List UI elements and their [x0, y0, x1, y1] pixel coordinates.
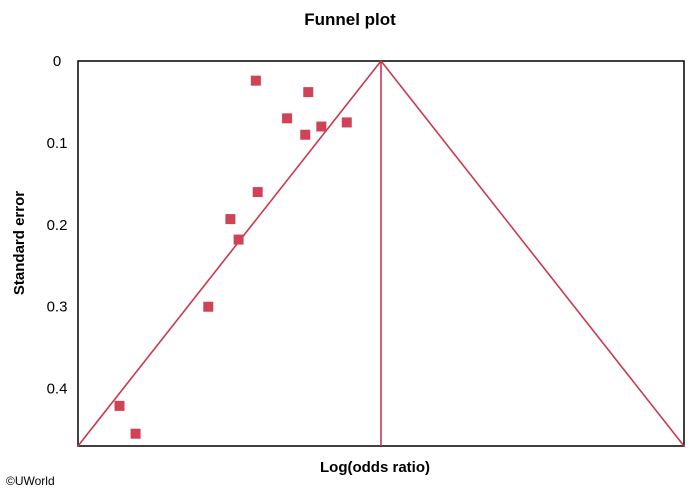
data-point — [316, 121, 327, 132]
copyright-text: ©UWorld — [6, 474, 55, 488]
data-point — [225, 214, 236, 225]
y-axis-label: Standard error — [11, 191, 28, 295]
y-tick-label: 0 — [53, 53, 61, 70]
data-point — [341, 117, 352, 128]
funnel-lines — [77, 60, 685, 447]
y-tick-label: 0.2 — [47, 217, 68, 234]
x-axis-label: Log(odds ratio) — [320, 459, 430, 476]
data-point — [300, 129, 311, 140]
data-point — [303, 87, 314, 98]
y-axis-ticks: 0 0.1 0.2 0.3 0.4 — [47, 53, 68, 398]
data-point — [130, 428, 141, 439]
chart-title: Funnel plot — [304, 10, 396, 29]
funnel-right-line — [380, 60, 685, 447]
data-point — [203, 301, 214, 312]
funnel-left-line — [77, 60, 382, 447]
data-point — [252, 187, 263, 198]
data-point — [114, 400, 125, 411]
y-tick-label: 0.1 — [47, 135, 68, 152]
data-point — [233, 234, 244, 245]
data-point — [250, 75, 261, 86]
data-points — [114, 75, 352, 439]
y-tick-label: 0.3 — [47, 299, 68, 316]
data-point — [282, 113, 293, 124]
y-tick-label: 0.4 — [47, 381, 68, 398]
